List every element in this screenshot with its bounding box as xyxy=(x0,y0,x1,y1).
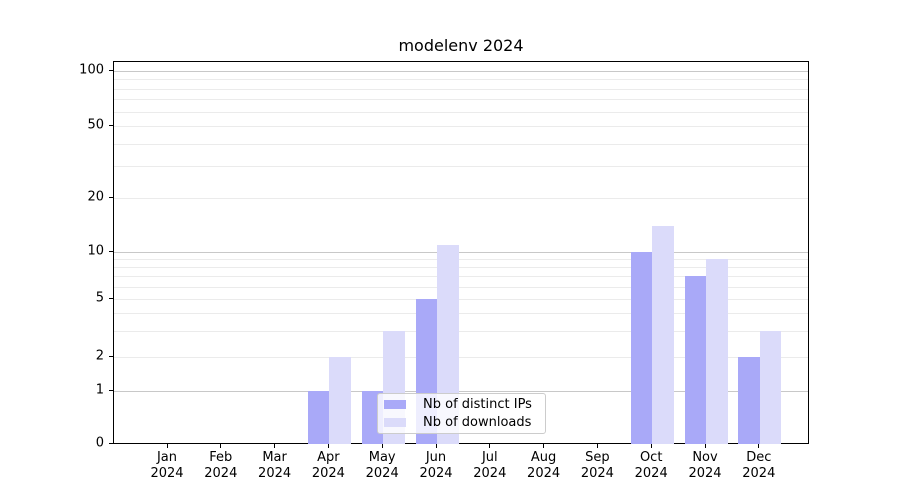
ytick-mark-10 xyxy=(109,250,113,252)
xtick-mark-jun xyxy=(435,444,437,448)
xtick-year-nov: 2024 xyxy=(688,465,722,481)
xtick-mark-oct xyxy=(650,444,652,448)
xtick-mark-aug xyxy=(543,444,545,448)
xtick-mark-jan xyxy=(166,444,168,448)
legend-label-downloads: Nb of downloads xyxy=(423,415,532,430)
xtick-label-nov: Nov 2024 xyxy=(688,450,722,481)
xtick-year-may: 2024 xyxy=(365,465,399,481)
xtick-year-apr: 2024 xyxy=(311,465,345,481)
xtick-mark-may xyxy=(381,444,383,448)
xtick-mark-jul xyxy=(489,444,491,448)
bar-dec-downloads xyxy=(759,331,782,445)
ytick-label-5: 5 xyxy=(95,290,104,306)
gridline-10 xyxy=(114,252,808,253)
xtick-year-jun: 2024 xyxy=(419,465,453,481)
xtick-mark-feb xyxy=(220,444,222,448)
xtick-year-jul: 2024 xyxy=(473,465,507,481)
ytick-mark-5 xyxy=(109,297,113,299)
ytick-label-0: 0 xyxy=(95,435,104,451)
bar-apr-distinct-ips xyxy=(307,391,330,445)
ytick-label-1: 1 xyxy=(95,382,104,398)
gridline-2 xyxy=(114,357,808,358)
xtick-year-feb: 2024 xyxy=(204,465,238,481)
ytick-mark-0 xyxy=(109,442,113,444)
gridline-3 xyxy=(114,331,808,333)
gridline-4 xyxy=(114,313,808,315)
legend-item-distinct-ips: Nb of distinct IPs xyxy=(384,397,537,412)
xtick-label-feb: Feb 2024 xyxy=(204,450,238,481)
bar-nov-distinct-ips xyxy=(684,276,706,445)
ytick-mark-100 xyxy=(109,69,113,71)
legend-label-distinct-ips: Nb of distinct IPs xyxy=(423,397,532,412)
xtick-mark-apr xyxy=(327,444,330,448)
bar-nov-downloads xyxy=(706,259,728,445)
xtick-mark-dec xyxy=(758,444,760,448)
plot-area xyxy=(113,61,809,445)
gridline-7 xyxy=(114,276,808,278)
gridline-100 xyxy=(114,71,808,72)
xtick-label-dec: Dec 2024 xyxy=(742,450,776,481)
xtick-mark-sep xyxy=(596,444,599,448)
ytick-label-20: 20 xyxy=(87,189,104,205)
bar-dec-distinct-ips xyxy=(738,357,760,445)
xtick-year-oct: 2024 xyxy=(634,465,668,481)
chart-title: modelenv 2024 xyxy=(398,36,524,55)
ytick-mark-20 xyxy=(109,196,113,198)
gridline-40 xyxy=(114,143,808,145)
bar-oct-downloads xyxy=(652,225,674,445)
xtick-label-jan: Jan 2024 xyxy=(150,450,184,481)
gridline-80 xyxy=(114,88,808,90)
xtick-year-aug: 2024 xyxy=(527,465,561,481)
xtick-label-sep: Sep 2024 xyxy=(580,450,614,481)
gridline-50 xyxy=(114,126,808,127)
xtick-year-jan: 2024 xyxy=(150,465,184,481)
gridline-1 xyxy=(114,391,808,392)
xtick-label-may: May 2024 xyxy=(365,450,399,481)
gridline-90 xyxy=(114,79,808,81)
xtick-mark-nov xyxy=(704,444,706,448)
xtick-year-sep: 2024 xyxy=(580,465,614,481)
ytick-label-2: 2 xyxy=(95,348,104,364)
legend-swatch-downloads xyxy=(384,418,406,427)
gridline-20 xyxy=(114,198,808,199)
ytick-label-10: 10 xyxy=(87,243,104,259)
bar-oct-distinct-ips xyxy=(630,252,653,445)
gridline-30 xyxy=(114,166,808,168)
xtick-label-aug: Aug 2024 xyxy=(527,450,561,481)
xtick-label-jul: Jul 2024 xyxy=(473,450,507,481)
gridline-6 xyxy=(114,286,808,288)
gridline-60 xyxy=(114,111,808,113)
xtick-label-jun: Jun 2024 xyxy=(419,450,453,481)
ytick-mark-2 xyxy=(109,355,113,357)
ytick-mark-50 xyxy=(109,124,113,126)
xtick-label-mar: Mar 2024 xyxy=(258,450,292,481)
bar-apr-downloads xyxy=(329,357,351,445)
legend: Nb of distinct IPs Nb of downloads xyxy=(377,393,546,434)
gridline-9 xyxy=(114,259,808,261)
ytick-label-50: 50 xyxy=(87,117,104,133)
xtick-label-apr: Apr 2024 xyxy=(311,450,345,481)
xtick-year-dec: 2024 xyxy=(742,465,776,481)
xtick-mark-mar xyxy=(274,444,276,448)
ytick-mark-1 xyxy=(109,389,113,391)
ytick-label-100: 100 xyxy=(79,62,104,78)
gridline-8 xyxy=(114,267,808,269)
gridline-70 xyxy=(114,99,808,101)
gridline-5 xyxy=(114,299,808,300)
xtick-year-mar: 2024 xyxy=(258,465,292,481)
legend-swatch-distinct-ips xyxy=(384,400,406,409)
legend-item-downloads: Nb of downloads xyxy=(384,415,537,430)
xtick-label-oct: Oct 2024 xyxy=(634,450,668,481)
